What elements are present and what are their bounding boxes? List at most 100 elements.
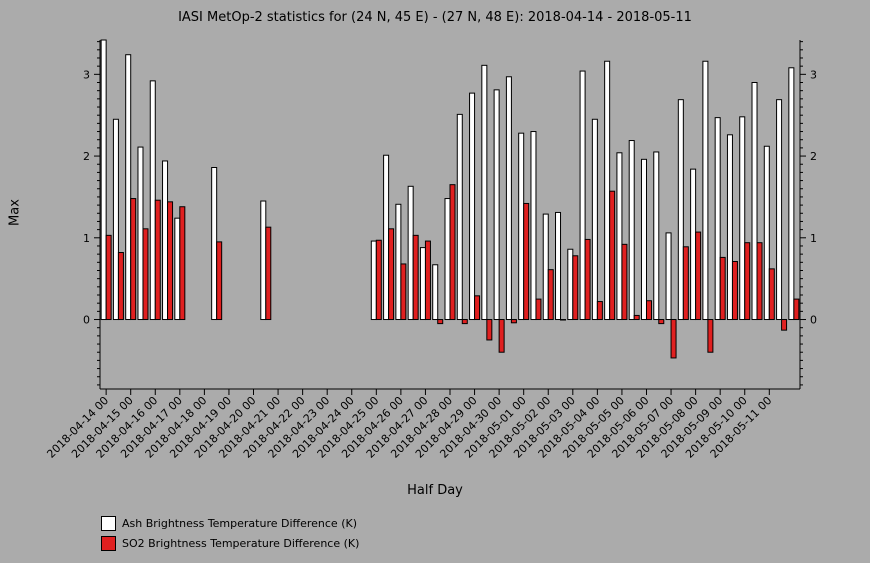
bar-so2 [781, 319, 788, 331]
bar-so2 [400, 263, 407, 321]
bar-ash [112, 118, 119, 321]
bar-so2 [105, 234, 112, 321]
y-tick-label-left: 2 [83, 150, 90, 163]
bar-ash [149, 80, 156, 321]
bar-ash [739, 116, 746, 321]
bar-ash [419, 247, 426, 321]
bar-so2 [167, 201, 174, 321]
bar-ash [174, 217, 181, 321]
bar-so2 [707, 319, 714, 353]
bar-ash [776, 99, 783, 321]
bar-so2 [670, 319, 677, 359]
bar-ash [579, 70, 586, 321]
bar-ash [125, 54, 132, 321]
bar-ash [469, 92, 476, 321]
bar-ash [788, 67, 795, 321]
bar-so2 [756, 242, 763, 321]
bar-ash [591, 118, 598, 321]
y-tick-label-left: 3 [83, 68, 90, 81]
bar-ash [518, 132, 525, 321]
bar-so2 [645, 300, 652, 321]
legend-swatch-ash [101, 515, 116, 531]
bar-ash [162, 160, 169, 321]
bar-ash [751, 82, 758, 321]
bar-ash [665, 232, 672, 321]
bar-so2 [793, 298, 800, 321]
bar-ash [137, 146, 144, 321]
bar-so2 [142, 228, 149, 321]
bar-ash [653, 151, 660, 321]
y-tick-label-right: 1 [810, 232, 817, 245]
bar-so2 [609, 190, 616, 321]
bar-ash [456, 113, 463, 321]
bar-ash [211, 167, 218, 321]
bar-ash [555, 211, 562, 321]
bar-so2 [523, 202, 530, 321]
bar-so2 [130, 198, 137, 321]
bar-so2 [154, 199, 161, 321]
y-tick-label-right: 0 [810, 314, 817, 327]
bar-so2 [768, 268, 775, 321]
bar-ash [493, 89, 500, 321]
bar-so2 [621, 243, 628, 321]
legend-label-ash: Ash Brightness Temperature Difference (K… [122, 516, 357, 530]
bar-ash [407, 185, 414, 321]
bar-so2 [560, 319, 567, 321]
bar-so2 [265, 226, 272, 321]
bar-so2 [584, 238, 591, 321]
x-axis-label: Half Day [407, 483, 463, 498]
bar-so2 [596, 301, 603, 321]
bar-so2 [535, 298, 542, 321]
bar-ash [628, 140, 635, 321]
bar-ash [567, 248, 574, 321]
bar-ash [530, 131, 537, 321]
bar-so2 [375, 239, 382, 321]
y-tick-label-left: 1 [83, 232, 90, 245]
bar-so2 [658, 319, 665, 325]
bar-so2 [117, 252, 124, 321]
bar-so2 [695, 231, 702, 321]
bar-ash [763, 145, 770, 321]
bar-so2 [179, 206, 186, 321]
bar-so2 [388, 228, 395, 321]
bar-so2 [719, 256, 726, 321]
y-axis-label: Max [7, 199, 23, 226]
bar-so2 [682, 246, 689, 321]
legend-item-ash: Ash Brightness Temperature Difference (K… [101, 513, 359, 533]
chart-title: IASI MetOp-2 statistics for (24 N, 45 E)… [178, 10, 692, 25]
bar-ash [677, 99, 684, 321]
bar-so2 [461, 319, 468, 325]
bar-ash [432, 264, 439, 321]
bar-ash [260, 200, 267, 321]
bar-ash [395, 203, 402, 321]
bar-so2 [412, 234, 419, 321]
bar-ash [702, 60, 709, 321]
bar-so2 [744, 242, 751, 321]
bar-so2 [216, 241, 223, 321]
bar-ash [604, 60, 611, 321]
legend: Ash Brightness Temperature Difference (K… [101, 513, 359, 553]
bar-ash [714, 117, 721, 321]
bar-so2 [572, 255, 579, 321]
bar-ash [505, 76, 512, 321]
y-tick-label-right: 2 [810, 150, 817, 163]
bar-ash [444, 198, 451, 321]
bar-so2 [547, 269, 554, 321]
legend-item-so2: SO2 Brightness Temperature Difference (K… [101, 533, 359, 553]
y-tick-label-right: 3 [810, 68, 817, 81]
bar-so2 [510, 319, 517, 324]
bar-ash [690, 168, 697, 321]
bar-ash [100, 39, 107, 321]
bar-ash [481, 64, 488, 321]
bar-so2 [424, 240, 431, 321]
bar-ash [726, 134, 733, 321]
bar-so2 [731, 260, 738, 321]
bar-so2 [437, 319, 444, 325]
legend-swatch-so2 [101, 535, 116, 551]
bar-so2 [474, 295, 481, 321]
bar-ash [383, 154, 390, 321]
bar-ash [542, 213, 549, 321]
y-tick-label-left: 0 [83, 314, 90, 327]
bar-so2 [498, 319, 505, 353]
